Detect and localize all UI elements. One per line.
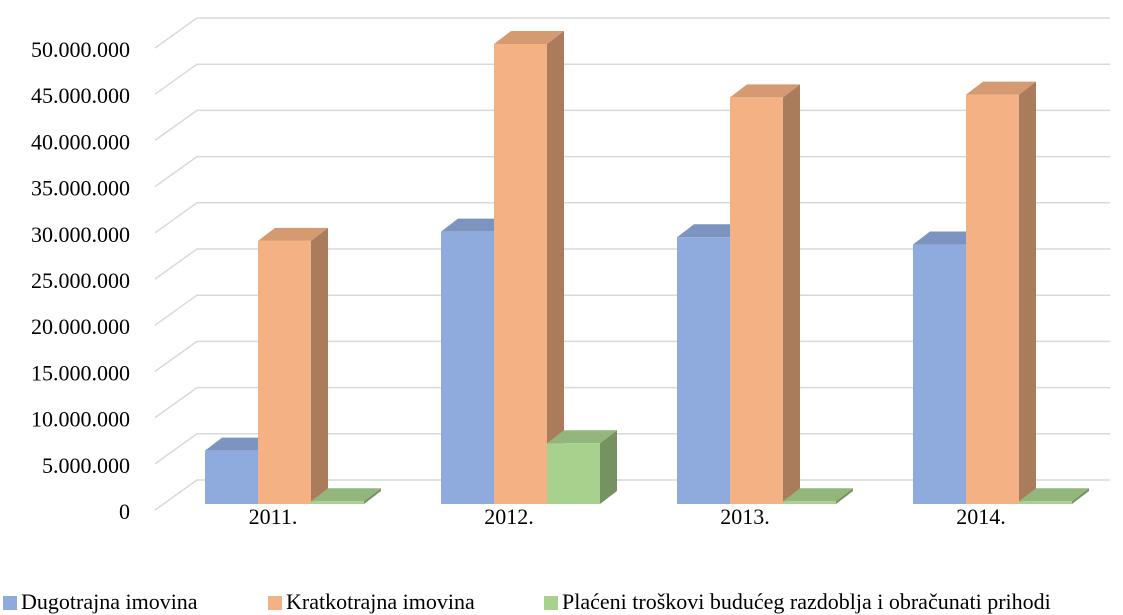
bar-side (1019, 81, 1036, 504)
grid-line (154, 248, 1110, 280)
y-tick-label: 20.000.000 (31, 314, 130, 339)
legend-label: Kratkotrajna imovina (286, 589, 475, 614)
bar-top (311, 488, 381, 502)
legend-label: Dugotrajna imovina (21, 589, 198, 614)
y-tick-label: 10.000.000 (31, 407, 130, 432)
bar (205, 450, 258, 504)
bar-top (205, 437, 275, 451)
bar-top (441, 218, 511, 232)
legend-swatch (268, 596, 282, 610)
y-tick-label: 45.000.000 (31, 83, 130, 108)
legend-label: Plaćeni troškovi budućeg razdoblja i obr… (562, 589, 1051, 614)
grid-line (154, 294, 1110, 326)
legend-swatch (3, 596, 17, 610)
grid-line (154, 63, 1110, 95)
bar (494, 44, 547, 504)
bar-top (966, 81, 1036, 95)
bar-side (783, 84, 800, 505)
y-tick-label: 15.000.000 (31, 360, 130, 385)
bar (783, 501, 836, 504)
grid-line (154, 17, 1110, 49)
bar (913, 244, 966, 504)
grid-line (154, 109, 1110, 142)
bar-side (311, 227, 328, 504)
bar (547, 443, 600, 504)
bar-top (1019, 488, 1089, 502)
grid-line (154, 155, 1110, 188)
bar-top (494, 31, 564, 44)
x-tick-label: 2013. (720, 504, 770, 529)
grid-line (154, 386, 1110, 419)
legend-swatch (544, 596, 558, 610)
bar-top (258, 227, 328, 241)
grid-line (154, 202, 1110, 234)
grid-line (154, 340, 1110, 373)
bar-top (783, 488, 853, 502)
bar (1019, 501, 1072, 504)
grid-line (154, 479, 1110, 511)
bar-side (600, 430, 617, 504)
y-tick-label: 50.000.000 (31, 37, 130, 62)
bar (730, 97, 783, 505)
bar-side (364, 488, 381, 504)
x-tick-label: 2014. (956, 504, 1006, 529)
x-tick-label: 2012. (484, 504, 534, 529)
bar-top (913, 231, 983, 245)
bar-top (677, 224, 747, 238)
y-tick-label: 35.000.000 (31, 176, 130, 201)
x-tick-label: 2011. (249, 504, 298, 529)
y-tick-label: 40.000.000 (31, 129, 130, 154)
bar (258, 240, 311, 504)
bar-side (547, 31, 564, 504)
bar-top (547, 430, 617, 444)
bar-side (1072, 488, 1089, 504)
bar-side (836, 488, 853, 504)
bar (677, 237, 730, 504)
grid-line (154, 433, 1110, 465)
bar (311, 501, 364, 504)
y-tick-label: 30.000.000 (31, 222, 130, 247)
y-tick-label: 25.000.000 (31, 268, 130, 293)
y-tick-label: 5.000.000 (42, 453, 130, 478)
y-tick-label: 0 (119, 499, 130, 524)
bar (966, 94, 1019, 504)
bar (441, 231, 494, 504)
bar-top (730, 84, 800, 98)
